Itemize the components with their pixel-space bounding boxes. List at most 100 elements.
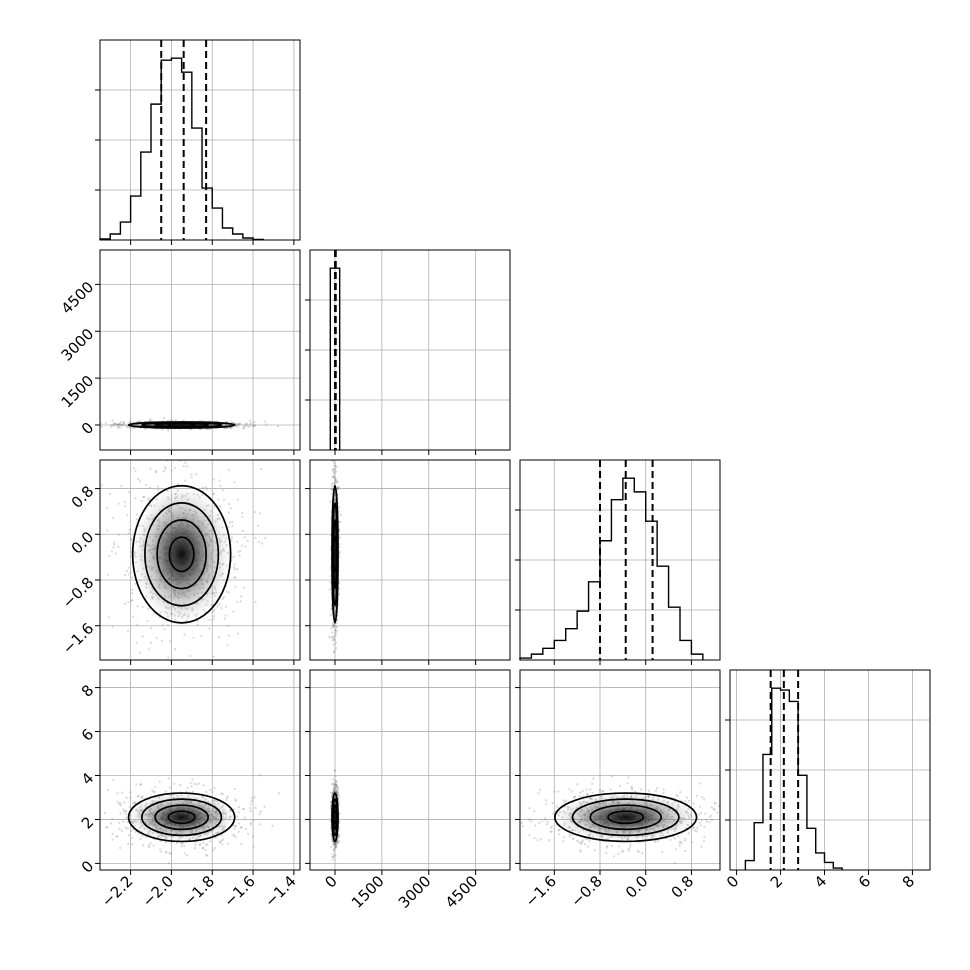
sample-point: [232, 833, 235, 837]
sample-point: [334, 626, 338, 629]
sample-point: [127, 842, 130, 845]
contour: [140, 798, 223, 837]
sample-point: [121, 423, 124, 426]
sample-point: [335, 625, 338, 629]
sample-point: [251, 796, 254, 800]
sample-point: [116, 792, 119, 795]
sample-point: [130, 599, 133, 602]
sample-point: [334, 784, 337, 787]
sample-point: [124, 826, 128, 829]
sample-point: [167, 429, 170, 432]
sample-point: [106, 529, 109, 532]
sample-point: [265, 423, 268, 426]
sample-point: [329, 806, 332, 810]
sample-point: [136, 604, 139, 608]
sample-point: [245, 422, 248, 426]
sample-point: [333, 770, 336, 773]
sample-point: [550, 825, 554, 828]
sample-point: [184, 479, 187, 482]
sample-point: [252, 845, 255, 848]
sample-point: [331, 460, 335, 463]
sample-point: [236, 600, 239, 604]
sample-point: [163, 465, 167, 469]
sample-point: [236, 815, 239, 818]
sample-point: [243, 808, 246, 811]
sample-point: [129, 427, 132, 430]
sample-point: [770, 821, 772, 823]
sample-point: [332, 622, 335, 625]
sample-point: [685, 796, 689, 799]
sample-point: [253, 421, 256, 424]
sample-point: [161, 428, 164, 431]
sample-point: [125, 425, 128, 429]
sample-point: [338, 551, 341, 555]
sample-point: [249, 821, 252, 824]
sample-point: [177, 482, 180, 486]
density-group: [328, 460, 342, 654]
sample-point: [149, 842, 152, 845]
histogram-step: [99, 57, 264, 241]
sample-point: [191, 456, 193, 458]
sample-point: [123, 424, 126, 427]
sample-point: [122, 421, 125, 424]
sample-point: [335, 785, 338, 788]
sample-point: [125, 796, 128, 799]
sample-point: [199, 842, 202, 846]
sample-point: [333, 841, 336, 845]
sample-point: [334, 790, 337, 793]
sample-point: [119, 426, 122, 429]
sample-point: [213, 608, 216, 611]
sample-point: [699, 824, 702, 827]
sample-point: [116, 426, 120, 429]
sample-point: [334, 843, 337, 846]
sample-point: [617, 845, 621, 848]
sample-point: [243, 536, 246, 539]
sample-point: [194, 841, 197, 844]
sample-point: [332, 624, 335, 628]
sample-point: [190, 785, 193, 788]
sample-point: [261, 542, 264, 545]
sample-point: [276, 425, 280, 428]
sample-point: [131, 592, 134, 595]
sample-point: [579, 842, 582, 845]
sample-point: [333, 479, 337, 482]
sample-point: [333, 482, 336, 485]
sample-point: [122, 808, 125, 811]
sample-point: [138, 651, 141, 654]
x-tick-label: 0: [321, 872, 340, 891]
sample-point: [212, 478, 215, 481]
sample-point: [135, 623, 138, 626]
sample-point: [122, 810, 125, 813]
x-tick-label: 4500: [442, 872, 482, 912]
sample-point: [249, 806, 252, 810]
sample-point: [149, 626, 153, 630]
sample-point: [165, 850, 168, 853]
sample-point: [231, 520, 234, 523]
sample-point: [205, 488, 208, 491]
sample-point: [333, 783, 336, 787]
sample-point: [333, 847, 336, 850]
sample-point: [250, 422, 253, 425]
sample-point: [234, 825, 237, 828]
sample-point: [96, 603, 98, 605]
sample-point: [196, 620, 199, 623]
sample-point: [527, 818, 530, 821]
sample-point: [196, 623, 199, 626]
sample-point: [246, 832, 250, 836]
sample-point: [335, 641, 338, 644]
sample-point: [174, 418, 177, 422]
sample-point: [331, 639, 334, 642]
sample-point: [579, 791, 582, 794]
sample-point: [335, 780, 338, 783]
sample-point: [332, 636, 335, 639]
sample-point: [244, 545, 247, 548]
sample-point: [335, 785, 338, 789]
sample-point: [237, 830, 240, 833]
sample-point: [656, 787, 659, 790]
sample-point: [328, 636, 331, 639]
sample-point: [121, 791, 124, 794]
histogram-step: [329, 267, 341, 450]
sample-point: [129, 797, 132, 800]
sample-point: [164, 851, 168, 854]
sample-point: [135, 518, 138, 521]
